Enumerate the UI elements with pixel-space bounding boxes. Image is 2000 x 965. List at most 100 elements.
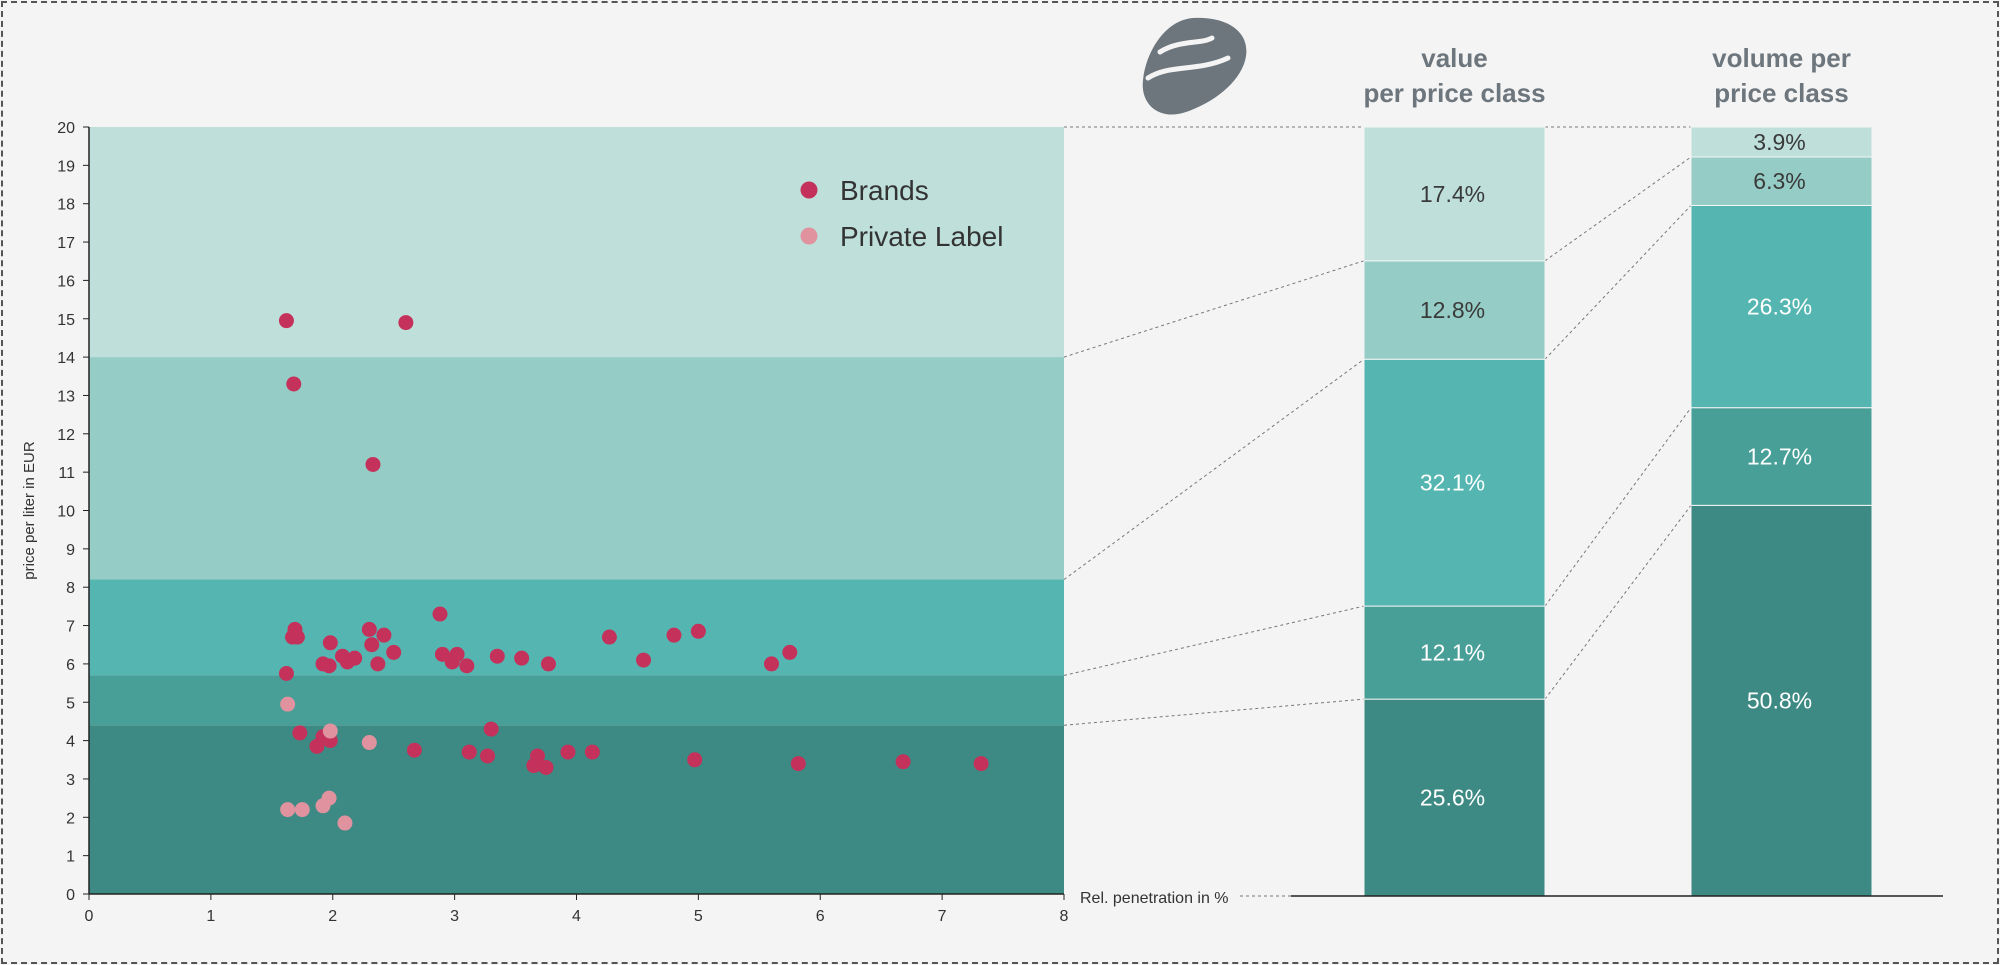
brands-point: [480, 748, 496, 764]
bar-segment-label: 3.9%: [1753, 129, 1805, 155]
connector-line: [1544, 156, 1692, 262]
private-label-point: [361, 735, 377, 751]
y-tick-label: 5: [66, 695, 75, 712]
brands-point: [636, 652, 652, 668]
brands-point: [514, 650, 530, 666]
bar-segment-2-3: [1690, 204, 1873, 409]
legend-label: Brands: [840, 175, 929, 206]
x-axis-label: Rel. penetration in %: [1080, 890, 1229, 907]
y-tick-label: 19: [57, 158, 75, 175]
private-label-point: [322, 723, 338, 739]
x-tick-label: 8: [1060, 908, 1069, 925]
bar-segment-label: 17.4%: [1420, 181, 1485, 207]
brands-point: [321, 658, 337, 674]
y-tick-label: 10: [57, 504, 75, 521]
brands-point: [459, 658, 475, 674]
bar-segment-2-5: [1690, 126, 1873, 158]
price-band-4: [89, 357, 1064, 580]
connector-line: [1544, 407, 1692, 607]
brands-point: [790, 756, 806, 772]
y-tick-label: 3: [66, 772, 75, 789]
brands-point: [376, 627, 392, 643]
x-tick-label: 3: [450, 908, 459, 925]
bar-segment-label: 26.3%: [1747, 294, 1812, 320]
bar-segment-label: 12.8%: [1420, 297, 1485, 323]
y-tick-label: 18: [57, 197, 75, 214]
legend-label: Private Label: [840, 221, 1003, 252]
connector-line: [1544, 205, 1692, 360]
legend: Brands Private Label: [800, 175, 1003, 252]
brands-point: [540, 656, 556, 672]
bar-segment-label: 12.7%: [1747, 444, 1812, 470]
price-class-bands: [89, 127, 1064, 894]
legend-marker: [800, 181, 818, 199]
connector-line: [1063, 358, 1365, 580]
brands-point: [322, 635, 338, 651]
y-tick-label: 15: [57, 312, 75, 329]
connector-line: [1063, 698, 1365, 726]
brands-point: [289, 629, 305, 645]
y-tick-label: 9: [66, 542, 75, 559]
bar-title: value: [1421, 43, 1488, 73]
brands-point: [361, 621, 377, 637]
brands-point: [365, 456, 381, 472]
y-axis-label: price per liter in EUR: [21, 441, 38, 580]
connector-line: [1063, 605, 1365, 676]
bar-title: volume per: [1712, 43, 1851, 73]
y-tick-label: 16: [57, 273, 75, 290]
brands-point: [526, 758, 542, 774]
brands-point: [782, 644, 798, 660]
x-tick-label: 1: [206, 908, 215, 925]
brands-point: [339, 654, 355, 670]
brands-point: [483, 721, 499, 737]
y-tick-label: 7: [66, 619, 75, 636]
brands-point: [666, 627, 682, 643]
bar-segment-1-5: [1363, 126, 1546, 262]
brands-point: [584, 744, 600, 760]
price-band-2: [89, 675, 1064, 726]
connector-line: [1544, 505, 1692, 700]
bar-segment-1-4: [1363, 260, 1546, 360]
bar-segment-label: 32.1%: [1420, 470, 1485, 496]
brands-point: [398, 315, 414, 331]
y-tick-label: 1: [66, 849, 75, 866]
brands-point: [895, 754, 911, 770]
bar-segment-label: 25.6%: [1420, 785, 1485, 811]
brands-point: [370, 656, 386, 672]
bar-segment-1-1: [1363, 698, 1546, 897]
brands-point: [406, 742, 422, 758]
legend-marker: [800, 227, 818, 245]
y-tick-label: 2: [66, 810, 75, 827]
y-tick-label: 14: [57, 350, 75, 367]
brands-point: [764, 656, 779, 672]
bar-segment-label: 12.1%: [1420, 640, 1485, 666]
x-tick-label: 5: [694, 908, 703, 925]
y-tick-label: 12: [57, 427, 75, 444]
private-label-point: [337, 815, 353, 831]
brands-point: [444, 654, 460, 670]
x-tick-label: 0: [85, 908, 94, 925]
brands-point: [278, 313, 294, 329]
brands-point: [364, 637, 380, 653]
x-tick-label: 7: [938, 908, 947, 925]
brands-point: [309, 738, 325, 754]
bar-title: per price class: [1363, 78, 1545, 108]
connector-lines: [1063, 126, 1692, 897]
private-label-point: [280, 696, 296, 712]
x-tick-label: 6: [816, 908, 825, 925]
price-band-3: [89, 579, 1064, 676]
brands-point: [690, 623, 706, 639]
price-band-1: [89, 725, 1064, 894]
brands-point: [386, 644, 402, 660]
bar-title: price class: [1714, 78, 1848, 108]
connector-line: [1063, 260, 1365, 358]
y-tick-label: 17: [57, 235, 75, 252]
bar-segment-label: 50.8%: [1747, 688, 1812, 714]
private-label-point: [280, 802, 296, 818]
scatter-points: [278, 313, 989, 831]
brands-point: [286, 376, 302, 392]
bar-segment-2-2: [1690, 407, 1873, 506]
stylized-leaf-logo-icon: [1142, 17, 1247, 115]
